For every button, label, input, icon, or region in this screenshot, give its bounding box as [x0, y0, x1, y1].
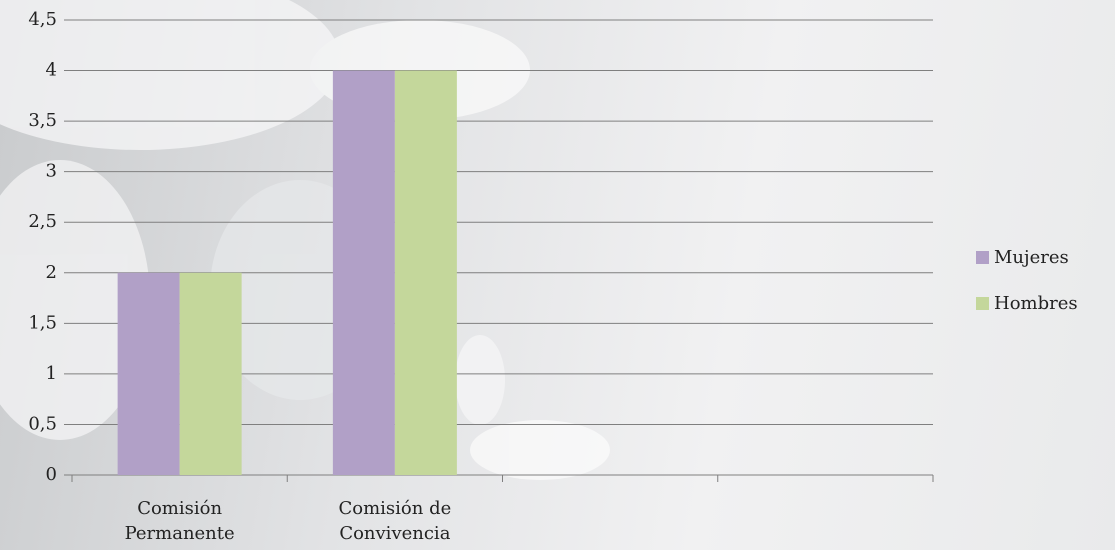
y-tick-label: 0 — [46, 464, 57, 485]
legend-label: Hombres — [994, 293, 1078, 314]
y-tick-label: 4 — [46, 60, 57, 81]
legend-swatch — [976, 297, 989, 310]
y-tick-label: 1 — [46, 363, 57, 384]
bar — [395, 71, 457, 475]
y-tick-label: 0,5 — [28, 413, 57, 434]
bar — [333, 71, 395, 475]
y-tick-label: 3,5 — [28, 110, 57, 131]
y-tick-label: 2,5 — [28, 211, 57, 232]
background-decoration — [0, 0, 610, 480]
y-tick-label: 1,5 — [28, 312, 57, 333]
legend-swatch — [976, 251, 989, 264]
x-tick-label: Comisión Permanente — [90, 496, 270, 546]
y-tick-label: 3 — [46, 161, 57, 182]
y-tick-label: 2 — [46, 262, 57, 283]
y-tick-label: 4,5 — [28, 9, 57, 30]
bar — [118, 273, 180, 475]
bar — [180, 273, 242, 475]
x-tick-label: Comisión de Convivencia — [305, 496, 485, 546]
legend-label: Mujeres — [994, 247, 1069, 268]
chart: 0 0,5 1 1,5 2 2,5 3 3,5 4 4,5 Mujeres Hombres — [0, 0, 1115, 550]
page: 00,511,522,533,544,5MujeresHombres (() =… — [0, 0, 1115, 550]
